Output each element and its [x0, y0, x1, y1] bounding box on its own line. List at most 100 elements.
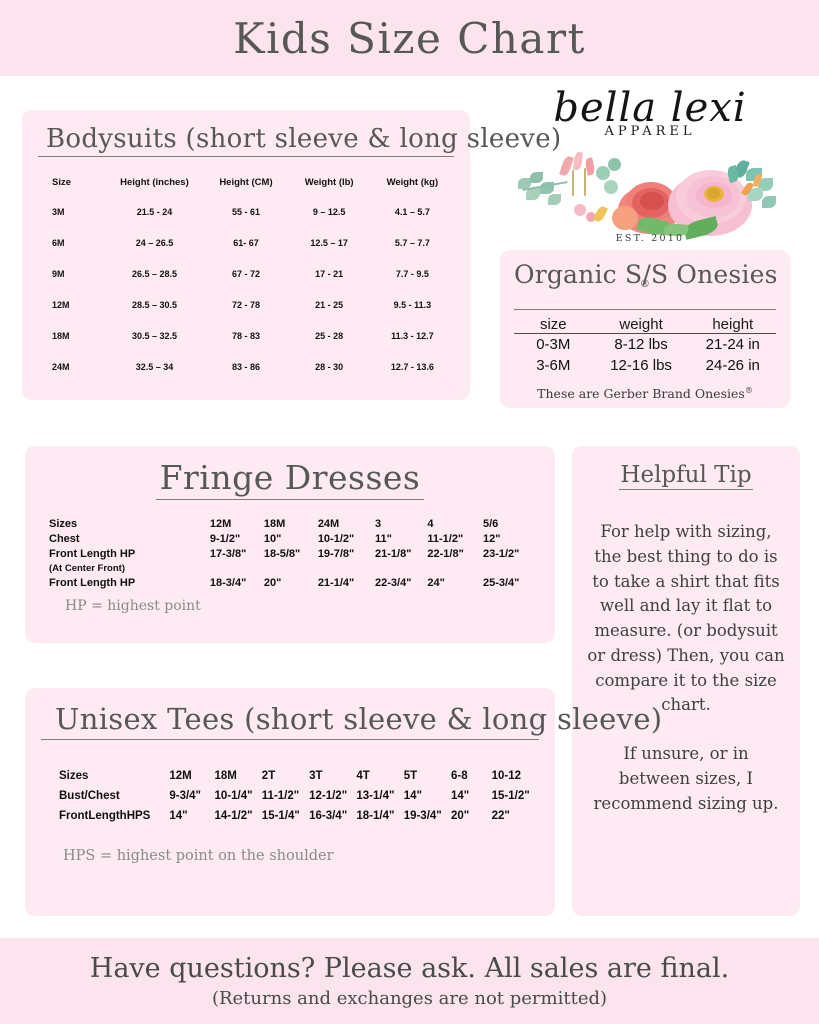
cell-bust-chest: 10-1/4": [214, 790, 253, 802]
cell-height-cm: 83 - 86: [231, 361, 260, 372]
unisex-tees-card: Unisex Tees (short sleeve & long sleeve)…: [25, 688, 663, 916]
helpful-tip-card: Helpful Tip For help with sizing, the be…: [572, 446, 800, 916]
registered-mark-icon: ®: [744, 386, 753, 396]
cell-chest: 10-1/2": [317, 532, 355, 545]
organic-onesies-table: size weight height 0-3M 8-12 lbs 21-24 i…: [514, 314, 776, 376]
bodysuits-card: Bodysuits (short sleeve & long sleeve) S…: [22, 110, 562, 400]
cell-size: 10-12: [491, 770, 522, 782]
row-label-sizes: Sizes: [49, 517, 78, 530]
cell-front-length: 22-1/8": [427, 547, 464, 560]
cell-front-length-hps: 16-3/4": [309, 810, 348, 822]
cell-front-length-hps: 14-1/2": [214, 810, 253, 822]
cell-size: 3M: [52, 206, 65, 217]
table-row: 9M 26.5 – 28.5 67 - 72 17 - 21 7.7 - 9.5: [38, 258, 454, 289]
cell-size: 12M: [169, 770, 192, 782]
cell-bust-chest: 12-1/2": [309, 790, 348, 802]
unisex-tees-table: Sizes 12M 18M 2T 3T 4T 5T 6-8 10-12 Bust…: [41, 766, 539, 826]
cell-chest: 11": [375, 532, 392, 545]
cell-height-inches: 26.5 – 28.5: [131, 268, 177, 279]
table-row-center-front-note: (At Center Front): [43, 561, 537, 575]
cell-weight-lb: 12.5 – 17: [310, 237, 348, 248]
col-weight: weight: [592, 314, 690, 335]
cell-bust-chest: 14": [450, 790, 470, 802]
row-label-front-length-hp-2: Front Length HP: [49, 576, 136, 589]
row-label-sizes: Sizes: [59, 770, 89, 782]
cell-height-cm: 67 - 72: [231, 268, 260, 279]
cell-height-cm: 72 - 78: [231, 299, 260, 310]
cell-height-cm: 78 - 83: [231, 330, 260, 341]
row-label-front-length-hps: FrontLengthHPS: [59, 810, 151, 822]
col-size: size: [514, 314, 593, 335]
tip-paragraph-2: If unsure, or in between sizes, I recomm…: [593, 744, 779, 813]
cell-size: 3-6M: [536, 357, 571, 375]
cell-front-length-hps: 20": [450, 810, 470, 822]
cell-size: 5T: [403, 770, 418, 782]
floral-bouquet-icon: [500, 151, 800, 240]
cell-height-inches: 21.5 - 24: [136, 206, 173, 217]
cell-size: 6-8: [450, 770, 468, 782]
cell-size: 6M: [52, 237, 65, 248]
cell-chest: 11-1/2": [427, 532, 464, 545]
tees-title-rule: [41, 739, 539, 740]
fringe-dresses-card: Fringe Dresses Sizes 12M 18M 24M 3 4 5/6…: [25, 446, 555, 643]
cell-weight-kg: 4.1 – 5.7: [394, 206, 430, 217]
row-label-chest: Chest: [49, 532, 80, 545]
cell-front-length-hps: 14": [169, 810, 188, 822]
cell-size: 3T: [309, 770, 323, 782]
cell-size: 5/6: [482, 517, 499, 530]
cell-front-length-hps: 18-1/4": [356, 810, 395, 822]
cell-size: 18M: [214, 770, 237, 782]
cell-front-length: 21-1/8": [375, 547, 412, 560]
cell-bust-chest: 9-3/4": [169, 790, 202, 802]
cell-height: 24-26 in: [705, 357, 760, 375]
cell-size: 0-3M: [536, 336, 571, 354]
table-header-row: size weight height: [514, 314, 776, 335]
tees-footnote: HPS = highest point on the shoulder: [63, 848, 334, 864]
logo-est-text: EST. 2010: [615, 233, 685, 244]
cell-front-length: 22-3/4": [375, 576, 412, 589]
tip-title-rule: [619, 489, 753, 490]
table-row: 0-3M 8-12 lbs 21-24 in: [514, 334, 776, 356]
unisex-tees-title: Unisex Tees (short sleeve & long sleeve): [55, 702, 663, 736]
cell-chest: 10": [263, 532, 282, 545]
fringe-dresses-table: Sizes 12M 18M 24M 3 4 5/6 Chest 9-1/2" 1…: [43, 516, 537, 590]
cell-size: 24M: [52, 361, 70, 372]
logo-brand-name: bella lexi: [553, 85, 747, 131]
cell-size: 2T: [261, 770, 276, 782]
cell-weight-lb: 9 – 12.5: [312, 206, 346, 217]
cell-front-length: 24": [427, 576, 445, 589]
registered-mark-icon: ®: [639, 279, 651, 290]
table-header-row: Size Height (inches) Height (CM) Weight …: [38, 165, 454, 196]
table-row: 6M 24 – 26.5 61- 67 12.5 – 17 5.7 – 7.7: [38, 227, 454, 258]
cell-size: 9M: [52, 268, 65, 279]
cell-front-length: 25-3/4": [482, 576, 520, 589]
cell-bust-chest: 14": [403, 790, 422, 802]
cell-height-cm: 61- 67: [233, 237, 259, 248]
cell-chest: 12": [482, 532, 501, 545]
table-row: 3-6M 12-16 lbs 24-26 in: [514, 355, 776, 376]
table-row-front-length-hps: FrontLengthHPS 14" 14-1/2" 15-1/4" 16-3/…: [41, 806, 539, 826]
cell-size: 24M: [317, 517, 340, 530]
tip-paragraph-1: For help with sizing, the best thing to …: [587, 522, 785, 715]
bodysuits-title: Bodysuits (short sleeve & long sleeve): [46, 124, 562, 154]
cell-bust-chest: 11-1/2": [261, 790, 300, 802]
col-height: height: [689, 314, 776, 335]
col-height-inches: Height (inches): [120, 177, 189, 188]
cell-front-length: 17-3/8": [209, 547, 247, 560]
brand-logo: bella lexi APPAREL: [500, 86, 800, 246]
table-row: 12M 28.5 – 30.5 72 - 78 21 - 25 9.5 - 11…: [38, 289, 454, 320]
cell-weight-lb: 28 - 30: [315, 361, 344, 372]
page-header-banner: Kids Size Chart: [0, 0, 819, 76]
col-weight-kg: Weight (kg): [386, 177, 439, 188]
fringe-footnote: HP = highest point: [65, 598, 201, 614]
organic-note-text: These are Gerber Brand Onesies: [537, 386, 745, 402]
logo-apparel-text: APPAREL: [604, 124, 696, 139]
cell-front-length: 21-1/4": [317, 576, 355, 589]
cell-weight: 12-16 lbs: [610, 357, 672, 375]
col-size: Size: [52, 177, 72, 188]
table-row-sizes: Sizes 12M 18M 2T 3T 4T 5T 6-8 10-12: [41, 766, 539, 786]
cell-size: 3: [375, 517, 382, 530]
cell-front-length: 20": [263, 576, 282, 589]
cell-weight-kg: 7.7 - 9.5: [395, 268, 429, 279]
organic-title-rule: [514, 309, 776, 311]
